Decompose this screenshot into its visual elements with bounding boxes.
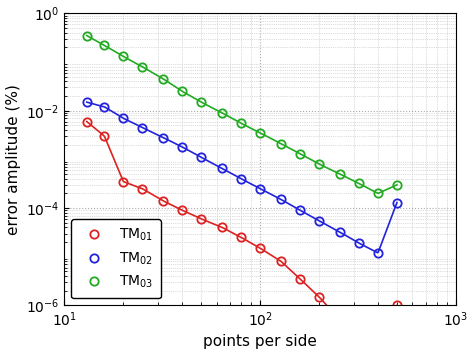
TM$_{03}$: [199, 100, 204, 104]
TM$_{02}$: [180, 145, 185, 149]
TM$_{03}$: [101, 43, 107, 48]
TM$_{01}$: [199, 217, 204, 221]
TM$_{01}$: [120, 180, 126, 184]
TM$_{01}$: [180, 208, 185, 212]
TM$_{03}$: [219, 111, 225, 115]
TM$_{01}$: [356, 348, 362, 353]
TM$_{03}$: [297, 152, 303, 156]
TM$_{03}$: [394, 183, 400, 187]
Y-axis label: error amplitude (%): error amplitude (%): [6, 84, 20, 235]
TM$_{01}$: [84, 119, 90, 124]
Line: TM$_{03}$: TM$_{03}$: [82, 31, 401, 198]
TM$_{02}$: [394, 200, 400, 204]
TM$_{02}$: [199, 155, 204, 159]
TM$_{01}$: [316, 295, 322, 299]
TM$_{01}$: [161, 199, 166, 203]
TM$_{03}$: [84, 33, 90, 38]
TM$_{02}$: [120, 116, 126, 120]
TM$_{02}$: [297, 208, 303, 212]
TM$_{03}$: [316, 162, 322, 166]
TM$_{02}$: [161, 136, 166, 140]
X-axis label: points per side: points per side: [203, 334, 317, 349]
Line: TM$_{01}$: TM$_{01}$: [82, 118, 401, 355]
TM$_{02}$: [139, 125, 145, 130]
TM$_{02}$: [101, 105, 107, 109]
TM$_{01}$: [278, 260, 284, 264]
TM$_{03}$: [278, 142, 284, 146]
TM$_{01}$: [337, 318, 343, 322]
TM$_{01}$: [139, 187, 145, 191]
TM$_{03}$: [120, 54, 126, 59]
TM$_{03}$: [257, 131, 263, 135]
TM$_{02}$: [238, 177, 244, 181]
TM$_{03}$: [375, 191, 381, 196]
TM$_{02}$: [337, 230, 343, 234]
Line: TM$_{02}$: TM$_{02}$: [82, 98, 401, 257]
TM$_{01}$: [394, 303, 400, 307]
TM$_{02}$: [356, 241, 362, 245]
TM$_{03}$: [180, 89, 185, 93]
TM$_{02}$: [257, 187, 263, 191]
TM$_{02}$: [278, 197, 284, 202]
Legend: TM$_{01}$, TM$_{02}$, TM$_{03}$: TM$_{01}$, TM$_{02}$, TM$_{03}$: [72, 219, 161, 299]
TM$_{03}$: [161, 77, 166, 81]
TM$_{02}$: [316, 219, 322, 223]
TM$_{02}$: [219, 166, 225, 171]
TM$_{02}$: [375, 251, 381, 255]
TM$_{03}$: [356, 181, 362, 186]
TM$_{03}$: [337, 172, 343, 176]
TM$_{01}$: [101, 134, 107, 138]
TM$_{03}$: [238, 121, 244, 125]
TM$_{01}$: [257, 246, 263, 250]
TM$_{03}$: [139, 65, 145, 69]
TM$_{01}$: [238, 235, 244, 240]
TM$_{02}$: [84, 100, 90, 104]
TM$_{01}$: [219, 225, 225, 230]
TM$_{01}$: [297, 277, 303, 281]
